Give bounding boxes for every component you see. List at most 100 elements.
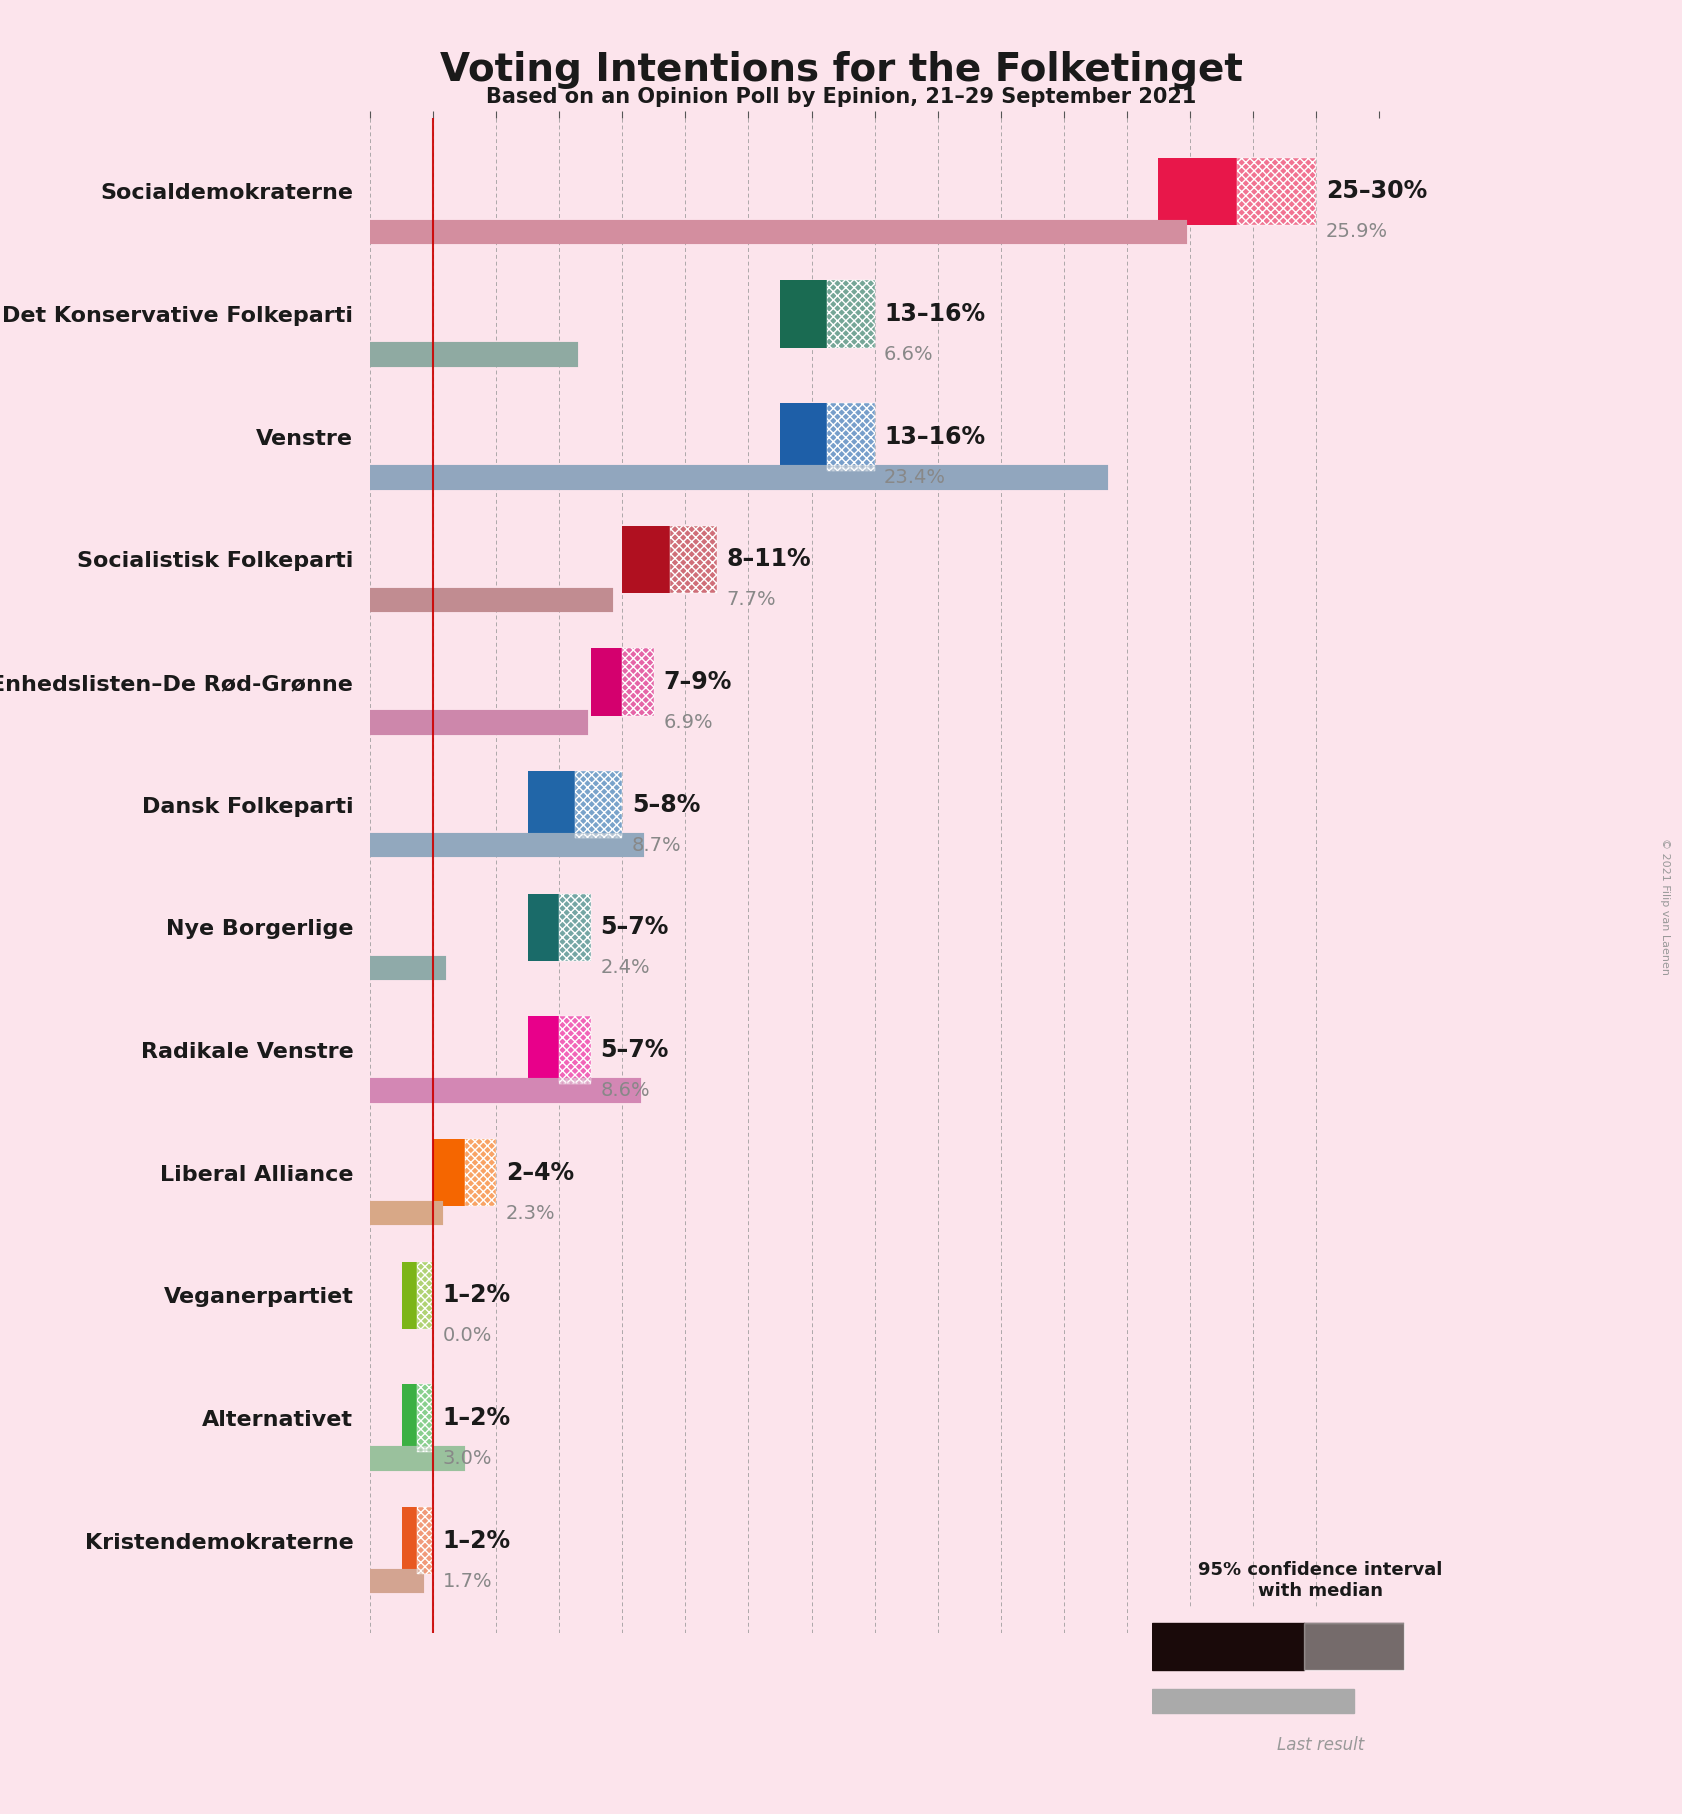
Bar <box>370 711 587 735</box>
Text: 5–8%: 5–8% <box>632 793 700 816</box>
Text: © 2021 Filip van Laenen: © 2021 Filip van Laenen <box>1660 838 1670 976</box>
Text: 7.7%: 7.7% <box>727 590 775 610</box>
Text: Voting Intentions for the Folketinget: Voting Intentions for the Folketinget <box>439 51 1243 89</box>
Bar <box>417 1384 434 1451</box>
Bar <box>528 1016 558 1083</box>
Text: 5–7%: 5–7% <box>600 916 669 940</box>
Text: 23.4%: 23.4% <box>885 468 945 486</box>
Bar <box>622 648 654 717</box>
Bar <box>1304 1624 1404 1671</box>
Bar <box>1304 1624 1404 1671</box>
Text: 1–2%: 1–2% <box>442 1529 511 1553</box>
Bar <box>370 588 612 611</box>
Bar <box>1152 1624 1304 1671</box>
Text: Based on an Opinion Poll by Epinion, 21–29 September 2021: Based on an Opinion Poll by Epinion, 21–… <box>486 87 1196 107</box>
Bar <box>669 526 717 593</box>
Text: 13–16%: 13–16% <box>885 303 986 327</box>
Bar <box>558 1016 590 1083</box>
Text: 2.4%: 2.4% <box>600 958 649 978</box>
Bar <box>622 648 654 717</box>
Text: 5–7%: 5–7% <box>600 1038 669 1061</box>
Text: 7–9%: 7–9% <box>663 669 732 695</box>
Bar <box>417 1261 434 1330</box>
Bar <box>370 219 1187 245</box>
Text: 1–2%: 1–2% <box>442 1282 511 1308</box>
Bar <box>1152 1689 1354 1712</box>
Text: 25.9%: 25.9% <box>1325 223 1388 241</box>
Bar <box>780 403 828 470</box>
Bar <box>1159 158 1238 225</box>
Bar <box>370 1569 424 1593</box>
Bar <box>622 648 654 717</box>
Text: 2.3%: 2.3% <box>506 1204 555 1223</box>
Bar <box>828 281 875 348</box>
Bar <box>575 771 622 838</box>
Bar <box>828 281 875 348</box>
Text: 6.9%: 6.9% <box>663 713 713 733</box>
Bar <box>370 1078 641 1103</box>
Text: 3.0%: 3.0% <box>442 1449 493 1468</box>
Bar <box>528 894 558 961</box>
Bar <box>402 1507 417 1575</box>
Text: 2–4%: 2–4% <box>506 1161 574 1185</box>
Bar <box>370 1446 464 1471</box>
Bar <box>370 219 1187 245</box>
Text: 95% confidence interval
with median: 95% confidence interval with median <box>1198 1562 1443 1600</box>
Bar <box>464 1139 496 1206</box>
Bar <box>434 1139 464 1206</box>
Text: 1.7%: 1.7% <box>442 1571 493 1591</box>
Text: 13–16%: 13–16% <box>885 424 986 448</box>
Bar <box>1238 158 1315 225</box>
Bar <box>370 833 644 858</box>
Bar <box>1238 158 1315 225</box>
Bar <box>528 771 575 838</box>
Bar <box>370 956 446 980</box>
Bar <box>669 526 717 593</box>
Bar <box>417 1507 434 1575</box>
Bar <box>370 1446 464 1471</box>
Bar <box>590 648 622 717</box>
Text: Last result: Last result <box>1277 1736 1364 1754</box>
Text: 0.0%: 0.0% <box>442 1326 491 1346</box>
Text: 8.6%: 8.6% <box>600 1081 649 1099</box>
Bar <box>558 1016 590 1083</box>
Text: 8–11%: 8–11% <box>727 548 811 571</box>
Bar <box>402 1384 417 1451</box>
Bar <box>370 1078 641 1103</box>
Bar <box>370 464 1108 490</box>
Bar <box>669 526 717 593</box>
Bar <box>828 281 875 348</box>
Bar <box>402 1261 417 1330</box>
Bar <box>622 526 669 593</box>
Bar <box>370 343 579 366</box>
Bar <box>417 1384 434 1451</box>
Bar <box>780 281 828 348</box>
Text: 6.6%: 6.6% <box>885 345 934 365</box>
Bar <box>464 1139 496 1206</box>
Bar <box>417 1261 434 1330</box>
Bar <box>828 403 875 470</box>
Bar <box>575 771 622 838</box>
Bar <box>370 711 587 735</box>
Bar <box>417 1507 434 1575</box>
Bar <box>370 1569 424 1593</box>
Text: 8.7%: 8.7% <box>632 836 681 854</box>
Bar <box>575 771 622 838</box>
Bar <box>828 403 875 470</box>
Bar <box>370 464 1108 490</box>
Bar <box>370 1201 442 1226</box>
Bar <box>558 894 590 961</box>
Bar <box>558 894 590 961</box>
Text: 1–2%: 1–2% <box>442 1406 511 1429</box>
Bar <box>417 1384 434 1451</box>
Bar <box>417 1261 434 1330</box>
Bar <box>370 1201 442 1226</box>
Bar <box>417 1507 434 1575</box>
Text: 25–30%: 25–30% <box>1325 180 1426 203</box>
Bar <box>370 343 579 366</box>
Bar <box>370 833 644 858</box>
Bar <box>558 1016 590 1083</box>
Bar <box>1238 158 1315 225</box>
Bar <box>828 403 875 470</box>
Bar <box>558 894 590 961</box>
